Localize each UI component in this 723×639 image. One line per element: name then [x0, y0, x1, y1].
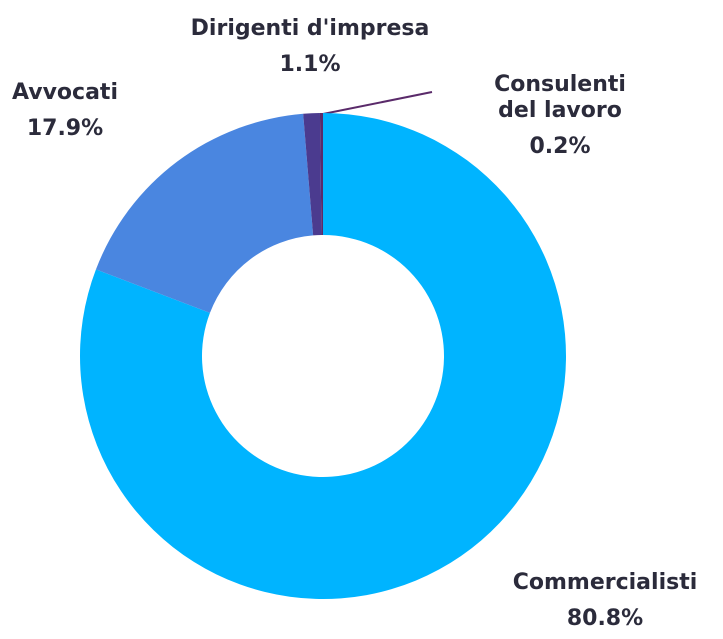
slice-label: Avvocati 17.9% — [0, 80, 145, 142]
category-name: Consulenti del lavoro — [494, 72, 626, 123]
value-label: 1.1% — [279, 52, 341, 77]
slice-label: Consulenti del lavoro 0.2% — [480, 72, 640, 160]
category-name: Commercialisti — [512, 570, 698, 595]
slice-label: Dirigenti d'impresa 1.1% — [150, 16, 470, 78]
leader-line — [322, 91, 433, 115]
category-name: Dirigenti d'impresa — [190, 16, 430, 41]
donut-slice — [95, 113, 314, 313]
value-label: 0.2% — [529, 134, 591, 159]
donut-slice — [79, 113, 566, 599]
value-label: 80.8% — [566, 606, 644, 631]
value-label: 17.9% — [26, 116, 104, 141]
donut-slice — [319, 113, 323, 236]
donut-slice — [303, 113, 322, 236]
category-name: Avvocati — [12, 80, 118, 105]
slice-label: Commercialisti 80.8% — [510, 570, 700, 632]
